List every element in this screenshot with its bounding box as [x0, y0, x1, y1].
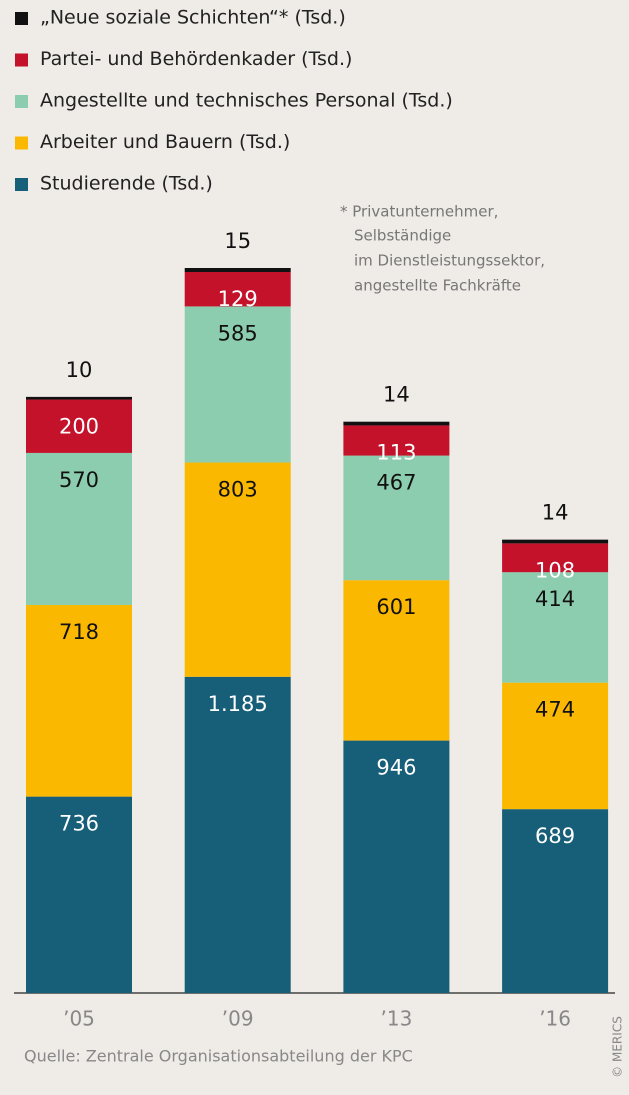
- legend-label: Arbeiter und Bauern (Tsd.): [40, 131, 290, 153]
- value-label: 689: [535, 824, 575, 848]
- x-tick-label: ’05: [63, 1007, 95, 1031]
- legend-swatch: [15, 53, 28, 67]
- bar-segment: [502, 809, 609, 993]
- bar-segment: [26, 605, 132, 797]
- bar-segment: [26, 452, 132, 606]
- bar-segment: [26, 796, 132, 993]
- value-label: 736: [59, 812, 99, 836]
- bar-segment: [343, 455, 450, 581]
- value-label: 570: [59, 468, 99, 492]
- bar-segment: [502, 682, 609, 810]
- legend-swatch: [15, 95, 28, 108]
- credit: © MERICS: [611, 1016, 625, 1078]
- value-label: 200: [59, 415, 99, 439]
- value-label: 14: [383, 383, 410, 407]
- bar-segment: [343, 740, 450, 993]
- legend-label: Partei- und Behördenkader (Tsd.): [40, 48, 352, 70]
- value-label: 414: [535, 587, 575, 611]
- value-label: 467: [376, 471, 416, 495]
- value-label: 1.185: [208, 692, 268, 716]
- bar-segment: [184, 268, 291, 273]
- value-label: 108: [535, 558, 575, 582]
- bar-segment: [343, 425, 450, 456]
- footnote: im Dienstleistungssektor,: [354, 252, 545, 270]
- value-label: 10: [66, 358, 93, 382]
- footnote: * Privatunternehmer,: [340, 203, 498, 221]
- bar-segment: [184, 272, 291, 307]
- value-label: 803: [218, 478, 258, 502]
- legend-swatch: [15, 136, 28, 150]
- legend-label: „Neue soziale Schichten“* (Tsd.): [40, 7, 346, 29]
- value-label: 14: [542, 501, 569, 525]
- bar-segment: [184, 462, 291, 677]
- value-label: 474: [535, 698, 575, 722]
- footnote: Selbständige: [354, 227, 451, 245]
- legend-swatch: [15, 12, 28, 25]
- bar-segment: [26, 399, 132, 453]
- value-label: 946: [376, 756, 416, 780]
- x-tick-label: ’16: [539, 1007, 571, 1031]
- bar-segment: [502, 572, 609, 683]
- value-label: 601: [376, 595, 416, 619]
- bar-segment: [343, 421, 450, 426]
- legend-label: Studierende (Tsd.): [40, 173, 213, 195]
- x-tick-label: ’09: [222, 1007, 254, 1031]
- bar-segment: [502, 539, 609, 544]
- bar-segment: [184, 306, 291, 463]
- value-label: 113: [376, 440, 416, 464]
- source: Quelle: Zentrale Organisationsabteilung …: [24, 1047, 413, 1066]
- value-label: 15: [224, 229, 251, 253]
- value-label: 129: [218, 287, 258, 311]
- value-label: 718: [59, 620, 99, 644]
- legend-swatch: [15, 178, 28, 191]
- x-tick-label: ’13: [380, 1007, 412, 1031]
- value-label: 585: [218, 321, 258, 345]
- bar-segment: [184, 676, 291, 993]
- footnote: angestellte Fachkräfte: [354, 277, 521, 295]
- bar-segment: [502, 543, 609, 573]
- bar-segment: [343, 580, 450, 741]
- legend-label: Angestellte und technisches Personal (Ts…: [40, 90, 453, 112]
- bar-segment: [26, 396, 132, 400]
